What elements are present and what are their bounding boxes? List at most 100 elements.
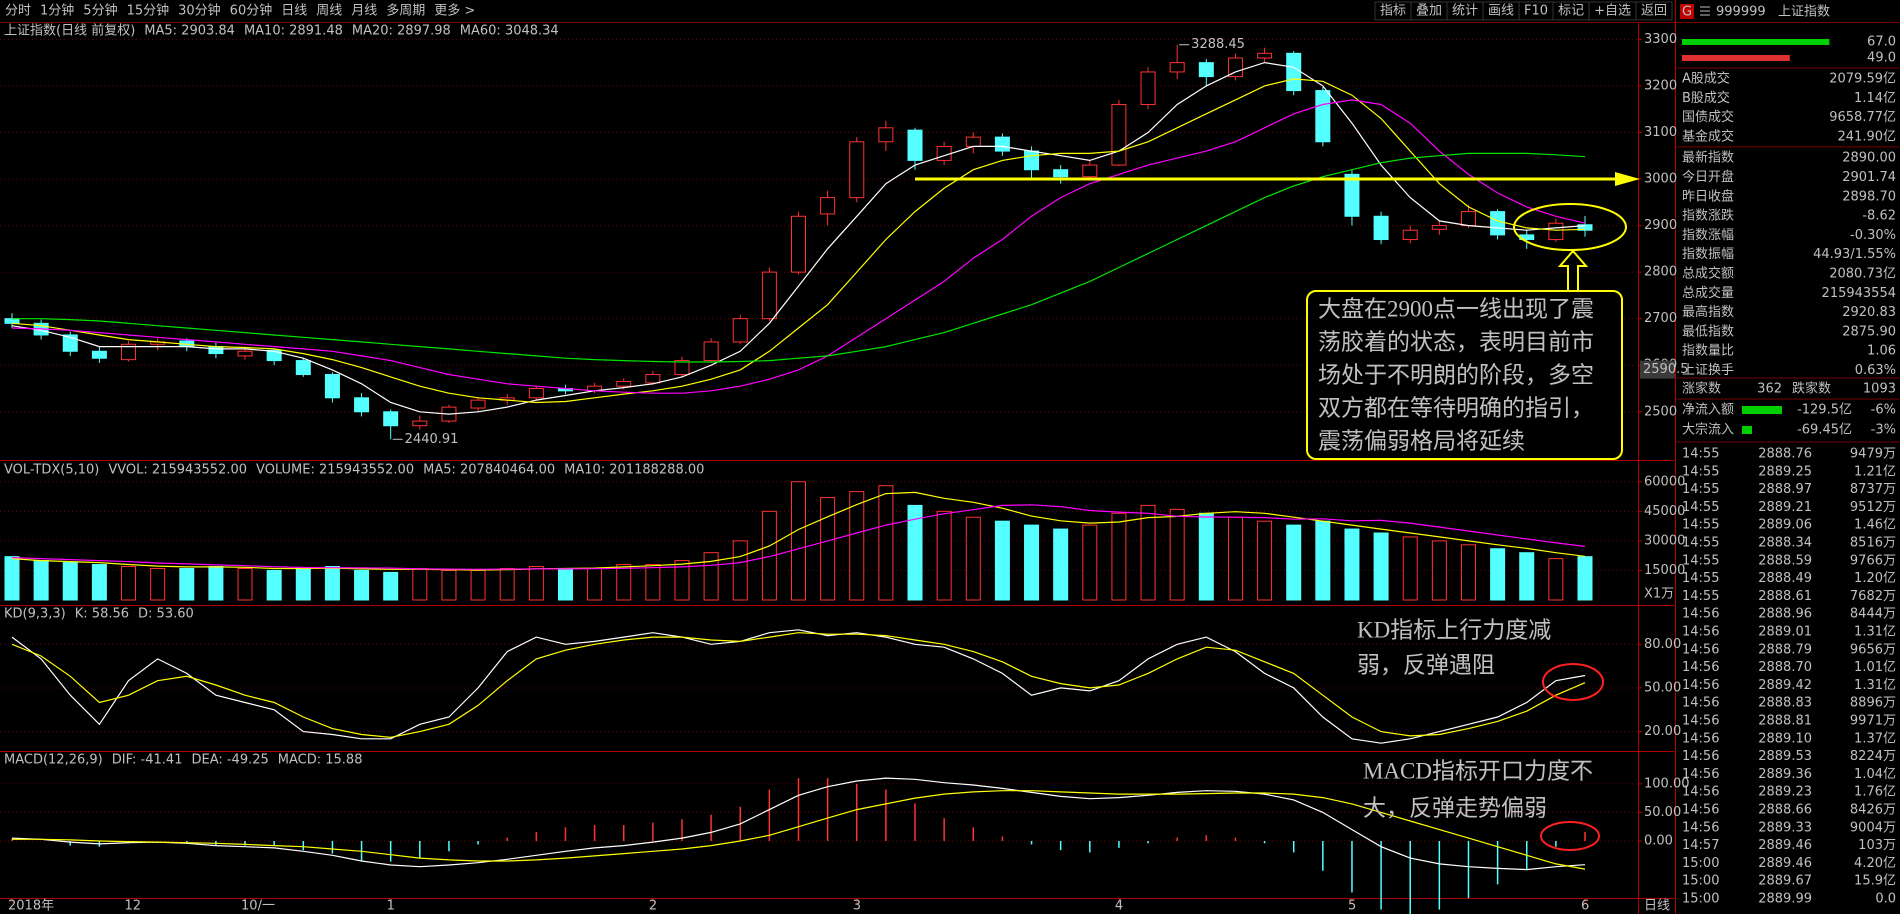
row-value: 9658.77亿 bbox=[1829, 110, 1896, 125]
series-line bbox=[11, 504, 1586, 570]
volume-bar bbox=[354, 569, 370, 601]
tick-volume: 1.31亿 bbox=[1854, 678, 1896, 693]
period-button[interactable]: 更多 > bbox=[434, 3, 475, 19]
legend-text: DEA: -49.25 bbox=[191, 753, 268, 768]
series-line bbox=[12, 790, 1586, 870]
series-line bbox=[11, 632, 1586, 739]
candle-body bbox=[4, 318, 20, 324]
volume-bar bbox=[179, 567, 195, 601]
legend-text: MA5: 2903.84 bbox=[144, 24, 235, 39]
y-tick-label: 50.00 bbox=[1644, 680, 1681, 695]
tick-time: 14:56 bbox=[1682, 749, 1719, 764]
row-label: 指数量比 bbox=[1682, 344, 1734, 359]
candle-body bbox=[994, 136, 1010, 152]
flow-label: 净流入额 bbox=[1682, 403, 1734, 418]
breadth-value: 1093 bbox=[1863, 382, 1896, 397]
volume-bar bbox=[1111, 512, 1127, 601]
tool-button[interactable]: 返回 bbox=[1641, 4, 1667, 19]
legend-text: 上证指数(日线 前复权) bbox=[4, 23, 135, 39]
note-text: 大盘在2900点一线出现了震 bbox=[1318, 296, 1594, 321]
period-button[interactable]: 15分钟 bbox=[127, 3, 170, 19]
flow-pct: -3% bbox=[1871, 423, 1896, 438]
legend-text: VVOL: 215943552.00 bbox=[108, 463, 247, 478]
volume-bar bbox=[1344, 528, 1360, 601]
period-button[interactable]: 月线 bbox=[351, 4, 377, 19]
tick-price: 2889.42 bbox=[1758, 678, 1812, 693]
strength-bar bbox=[1682, 55, 1790, 61]
row-label: 指数涨跌 bbox=[1682, 208, 1734, 224]
tick-time: 14:56 bbox=[1682, 785, 1719, 800]
period-button[interactable]: 30分钟 bbox=[178, 3, 221, 19]
tool-button[interactable]: F10 bbox=[1524, 4, 1548, 19]
note-text: 荡胶着的状态，表明目前市 bbox=[1318, 329, 1594, 354]
period-button[interactable]: 多周期 bbox=[386, 3, 425, 19]
tick-price: 2888.76 bbox=[1758, 447, 1812, 462]
tick-price: 2888.66 bbox=[1758, 803, 1812, 818]
candle-body bbox=[470, 399, 486, 409]
note-text: 震荡偏弱格局将延续 bbox=[1318, 428, 1525, 453]
tick-volume: 8426万 bbox=[1850, 803, 1896, 818]
row-label: 最新指数 bbox=[1682, 150, 1734, 166]
row-label: 最低指数 bbox=[1682, 324, 1734, 339]
series-line bbox=[12, 152, 1586, 363]
period-button[interactable]: 1分钟 bbox=[40, 3, 74, 19]
candle-body bbox=[383, 411, 399, 427]
candle-body bbox=[1227, 57, 1243, 78]
tick-time: 14:56 bbox=[1682, 803, 1719, 818]
volume-bar bbox=[820, 497, 836, 601]
tool-button[interactable]: 标记 bbox=[1558, 4, 1584, 19]
tick-time: 14:56 bbox=[1682, 607, 1719, 622]
candle-body bbox=[1431, 225, 1447, 230]
tick-time: 14:55 bbox=[1682, 518, 1719, 533]
row-label: 国债成交 bbox=[1682, 109, 1734, 125]
tick-time: 14:56 bbox=[1682, 678, 1719, 693]
candle-body bbox=[1169, 62, 1185, 73]
period-button[interactable]: 周线 bbox=[316, 4, 342, 19]
volume-bar bbox=[849, 491, 865, 601]
tick-price: 2889.23 bbox=[1758, 785, 1812, 800]
legend-text: VOL-TDX(5,10) bbox=[4, 463, 99, 478]
tick-price: 2888.81 bbox=[1758, 714, 1812, 729]
notes: 大盘在2900点一线出现了震荡胶着的状态，表明目前市场处于不明朗的阶段，多空双方… bbox=[1318, 296, 1594, 820]
tick-price: 2889.46 bbox=[1758, 838, 1812, 853]
tool-button[interactable]: 指标 bbox=[1380, 4, 1406, 19]
row-value: -0.30% bbox=[1850, 228, 1896, 243]
tool-button[interactable]: +自选 bbox=[1594, 4, 1631, 19]
row-label: 指数振幅 bbox=[1682, 247, 1734, 262]
tick-volume: 1.37亿 bbox=[1854, 731, 1896, 746]
tick-price: 2889.46 bbox=[1758, 856, 1812, 871]
period-button[interactable]: 日线 bbox=[281, 4, 307, 19]
period-button[interactable]: 5分钟 bbox=[83, 3, 117, 19]
candle-body bbox=[703, 341, 719, 362]
candle-body bbox=[237, 350, 253, 357]
tick-volume: 1.31亿 bbox=[1854, 625, 1896, 640]
y-tick-label: 45000 bbox=[1644, 504, 1685, 519]
y-tick-label: 20.00 bbox=[1644, 724, 1681, 739]
note-text: 场处于不明朗的阶段，多空 bbox=[1318, 362, 1594, 387]
candle-body bbox=[528, 388, 544, 399]
tick-price: 2888.97 bbox=[1758, 482, 1812, 497]
strength-bar bbox=[1682, 39, 1830, 45]
tick-volume: 1.46亿 bbox=[1854, 518, 1896, 533]
tick-time: 14:55 bbox=[1682, 571, 1719, 586]
y-tick-label: 2900 bbox=[1644, 218, 1677, 233]
period-button[interactable]: 60分钟 bbox=[230, 3, 273, 19]
strength-label: 67.0 bbox=[1867, 35, 1896, 50]
tick-time: 14:56 bbox=[1682, 731, 1719, 746]
candle-body bbox=[820, 197, 836, 215]
note-text: 大，反弹走势偏弱 bbox=[1363, 795, 1547, 820]
tick-volume: 9766万 bbox=[1850, 553, 1896, 568]
tick-volume: 15.9亿 bbox=[1854, 874, 1896, 889]
row-value: 241.90亿 bbox=[1838, 129, 1897, 144]
tool-button[interactable]: 统计 bbox=[1452, 4, 1478, 19]
volume-bar bbox=[1548, 558, 1564, 601]
tool-button[interactable]: 叠加 bbox=[1416, 4, 1442, 19]
series-line bbox=[11, 777, 1586, 871]
period-button[interactable]: 分时 bbox=[5, 4, 31, 19]
tick-volume: 8896万 bbox=[1850, 696, 1896, 711]
tool-button[interactable]: 画线 bbox=[1488, 4, 1514, 19]
row-label: 昨日收盘 bbox=[1682, 188, 1734, 204]
tick-volume: 0.0 bbox=[1875, 892, 1896, 907]
stock-name: 上证指数 bbox=[1778, 5, 1830, 20]
